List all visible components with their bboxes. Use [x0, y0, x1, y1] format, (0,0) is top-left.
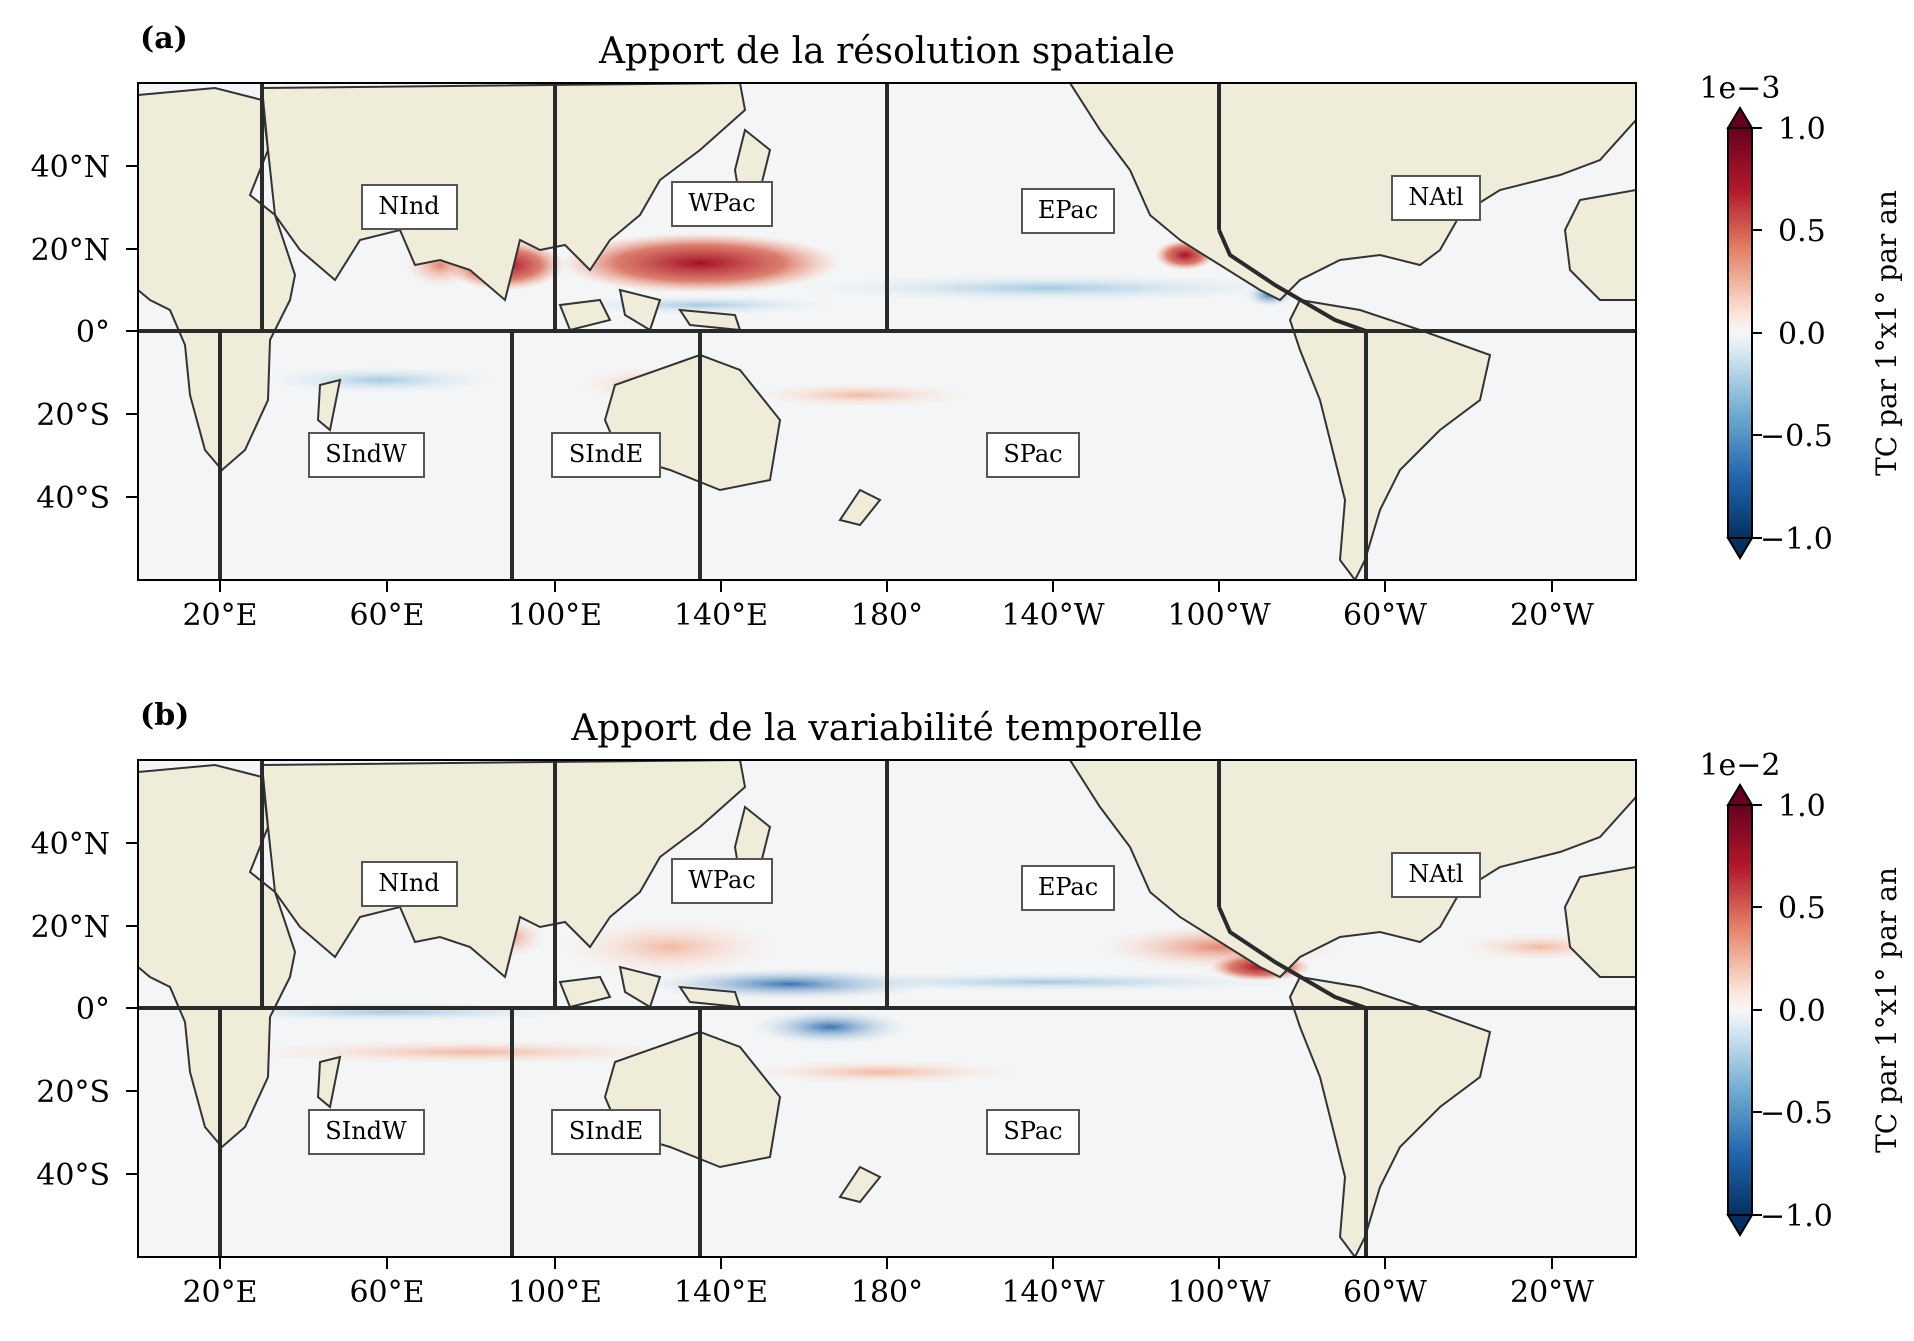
- wpac-positive-anomaly: [560, 919, 780, 975]
- land: [138, 760, 1636, 1257]
- panel-title: Apport de la variabilité temporelle: [570, 708, 1202, 749]
- region-label: NAtl: [1408, 183, 1463, 211]
- lat-tick-label: 0°: [76, 992, 110, 1027]
- colorbar-exponent: 1e−3: [1699, 71, 1780, 106]
- lat-tick-label: 0°: [76, 315, 110, 350]
- spcz-positive: [750, 383, 970, 407]
- lon-tick-label: 140°W: [1001, 598, 1104, 633]
- region-label: SIndW: [325, 1117, 407, 1145]
- region-label: WPac: [688, 189, 756, 217]
- lat-tick-label: 40°S: [36, 481, 110, 516]
- lon-tick-label: 140°E: [674, 598, 768, 633]
- colorbar-tick-label: 1.0: [1778, 789, 1826, 824]
- lon-tick-label: 180°: [851, 598, 923, 633]
- region-label: NAtl: [1408, 860, 1463, 888]
- colorbar-tick-label: 0.0: [1778, 317, 1826, 352]
- lon-tick-label: 100°E: [508, 1275, 602, 1310]
- south-pacific-negative: [750, 1009, 910, 1045]
- lat-tick-label: 40°S: [36, 1158, 110, 1193]
- lat-tick-label: 40°N: [31, 827, 110, 862]
- colorbar-tick-label: −1.0: [1760, 522, 1833, 557]
- region-label: SIndW: [325, 440, 407, 468]
- lon-tick-label: 180°: [851, 1275, 923, 1310]
- lon-tick-label: 100°W: [1167, 1275, 1270, 1310]
- land: [138, 83, 1636, 580]
- lon-tick-label: 60°E: [349, 1275, 424, 1310]
- lon-tick-label: 60°W: [1343, 598, 1427, 633]
- panel-b: (b) Apport de la variabilité temporelle: [0, 677, 1914, 1337]
- lat-tick-label: 20°N: [31, 910, 110, 945]
- region-boundaries: [138, 760, 1636, 1257]
- colorbar-min-arrow: [1726, 1214, 1754, 1237]
- lat-axis: 40°N 20°N 0° 20°S 40°S: [31, 150, 138, 516]
- lon-axis: 20°E 60°E 100°E 140°E 180° 140°W 100°W 6…: [182, 1257, 1594, 1310]
- lon-tick-label: 60°W: [1343, 1275, 1427, 1310]
- lon-tick-label: 140°W: [1001, 1275, 1104, 1310]
- lat-tick-label: 40°N: [31, 150, 110, 185]
- lat-axis: 40°N 20°N 0° 20°S 40°S: [31, 827, 138, 1193]
- lon-tick-label: 100°W: [1167, 598, 1270, 633]
- lon-tick-label: 20°W: [1510, 1275, 1594, 1310]
- wpac-positive-anomaly: [560, 233, 840, 293]
- colorbar-tick-label: −0.5: [1760, 1096, 1833, 1131]
- lon-tick-label: 20°E: [182, 598, 257, 633]
- lat-tick-label: 20°N: [31, 233, 110, 268]
- colorbar: 1e−3 1.0 0.5 0.0 −0.5 −1.0 TC par 1°x1° …: [1699, 71, 1903, 560]
- spcz-positive: [740, 1060, 1020, 1084]
- region-label: EPac: [1038, 196, 1098, 224]
- colorbar-max-arrow: [1726, 783, 1754, 806]
- lon-tick-label: 140°E: [674, 1275, 768, 1310]
- region-label: EPac: [1038, 873, 1098, 901]
- colorbar-tick-label: −1.0: [1760, 1199, 1833, 1234]
- colorbar-label: TC par 1°x1° par an: [1870, 867, 1903, 1153]
- itcz-negative-anomaly: [790, 274, 1310, 302]
- panel-label: (a): [140, 21, 188, 56]
- itcz-negative-anomaly: [790, 972, 1310, 992]
- region-label: SIndE: [569, 440, 643, 468]
- region-label: NInd: [378, 869, 439, 897]
- colorbar-min-arrow: [1726, 537, 1754, 560]
- region-labels: NInd WPac EPac NAtl SIndW SIndE SPac: [308, 852, 1481, 1155]
- sindw-negative: [260, 366, 500, 394]
- colorbar-max-arrow: [1726, 106, 1754, 129]
- colorbar-bar: [1727, 804, 1753, 1216]
- lon-axis: 20°E 60°E 100°E 140°E 180° 140°W 100°W 6…: [182, 580, 1594, 633]
- colorbar-bar: [1727, 127, 1753, 539]
- region-label: WPac: [688, 866, 756, 894]
- panel-b-svg: (b) Apport de la variabilité temporelle: [31, 698, 1903, 1310]
- region-boundaries: [138, 83, 1636, 580]
- colorbar-tick-label: 0.5: [1778, 891, 1826, 926]
- colorbar-tick-label: −0.5: [1760, 419, 1833, 454]
- panel-title: Apport de la résolution spatiale: [598, 31, 1175, 72]
- region-label: SPac: [1003, 440, 1062, 468]
- colorbar-exponent: 1e−2: [1699, 748, 1780, 783]
- lat-tick-label: 20°S: [36, 398, 110, 433]
- lon-tick-label: 60°E: [349, 598, 424, 633]
- region-label: SIndE: [569, 1117, 643, 1145]
- lon-tick-label: 20°W: [1510, 598, 1594, 633]
- panel-a: (a) Apport de la résolution spatiale: [0, 0, 1914, 660]
- colorbar-tick-label: 0.0: [1778, 994, 1826, 1029]
- map-area: NInd WPac EPac NAtl SIndW SIndE SPac: [138, 760, 1636, 1257]
- panel-a-svg: (a) Apport de la résolution spatiale: [31, 21, 1903, 633]
- lon-tick-label: 20°E: [182, 1275, 257, 1310]
- colorbar-tick-label: 0.5: [1778, 214, 1826, 249]
- colorbar-label: TC par 1°x1° par an: [1870, 190, 1903, 476]
- lat-tick-label: 20°S: [36, 1075, 110, 1110]
- region-labels: NInd WPac EPac NAtl SIndW SIndE SPac: [308, 175, 1481, 478]
- lon-tick-label: 100°E: [508, 598, 602, 633]
- colorbar-tick-label: 1.0: [1778, 112, 1826, 147]
- map-area: NInd WPac EPac NAtl SIndW SIndE SPac: [138, 83, 1636, 580]
- south-indian-positive: [240, 1040, 700, 1064]
- colorbar: 1e−2 1.0 0.5 0.0 −0.5 −1.0 TC par 1°x1° …: [1699, 748, 1903, 1237]
- panel-label: (b): [140, 698, 189, 733]
- region-label: SPac: [1003, 1117, 1062, 1145]
- region-label: NInd: [378, 192, 439, 220]
